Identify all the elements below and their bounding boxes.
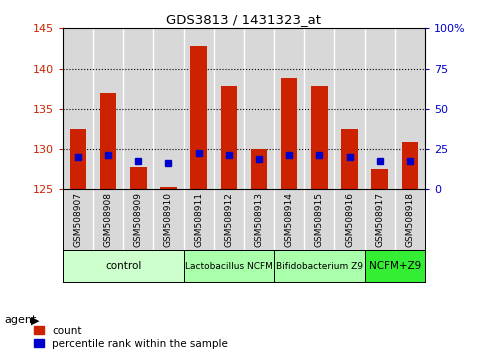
Bar	[93, 28, 123, 189]
Text: control: control	[105, 261, 142, 271]
Text: GSM508907: GSM508907	[73, 192, 83, 247]
Legend: count, percentile rank within the sample: count, percentile rank within the sample	[34, 326, 228, 349]
Bar	[160, 187, 177, 189]
Text: GSM508917: GSM508917	[375, 192, 384, 247]
Bar	[123, 28, 154, 189]
Text: GSM508911: GSM508911	[194, 192, 203, 247]
Bar	[63, 28, 93, 189]
Bar	[221, 86, 237, 189]
Bar	[130, 166, 146, 189]
Bar	[365, 250, 425, 282]
Bar	[70, 129, 86, 189]
Text: GSM508914: GSM508914	[284, 192, 294, 247]
Bar	[251, 149, 267, 189]
Bar	[395, 28, 425, 189]
Text: GSM508918: GSM508918	[405, 192, 414, 247]
Text: GSM508908: GSM508908	[103, 192, 113, 247]
Text: GSM508912: GSM508912	[224, 192, 233, 247]
Bar	[184, 250, 274, 282]
Bar	[190, 46, 207, 189]
Text: ▶: ▶	[31, 315, 40, 325]
Text: NCFM+Z9: NCFM+Z9	[369, 261, 421, 271]
Bar	[304, 28, 334, 189]
Text: GSM508916: GSM508916	[345, 192, 354, 247]
Bar	[402, 142, 418, 189]
Bar	[311, 86, 327, 189]
Bar	[281, 78, 298, 189]
Text: GSM508915: GSM508915	[315, 192, 324, 247]
Bar	[154, 28, 184, 189]
Text: Lactobacillus NCFM: Lactobacillus NCFM	[185, 262, 273, 271]
Bar	[100, 93, 116, 189]
Bar	[213, 28, 244, 189]
Bar	[244, 28, 274, 189]
Bar	[274, 250, 365, 282]
Text: GSM508910: GSM508910	[164, 192, 173, 247]
Bar	[365, 28, 395, 189]
Bar	[341, 129, 358, 189]
Text: agent: agent	[5, 315, 37, 325]
Bar	[334, 28, 365, 189]
Text: GSM508909: GSM508909	[134, 192, 143, 247]
Text: Bifidobacterium Z9: Bifidobacterium Z9	[276, 262, 363, 271]
Bar	[274, 28, 304, 189]
Title: GDS3813 / 1431323_at: GDS3813 / 1431323_at	[167, 13, 321, 26]
Bar	[63, 250, 184, 282]
Text: GSM508913: GSM508913	[255, 192, 264, 247]
Bar	[184, 28, 213, 189]
Bar	[371, 169, 388, 189]
